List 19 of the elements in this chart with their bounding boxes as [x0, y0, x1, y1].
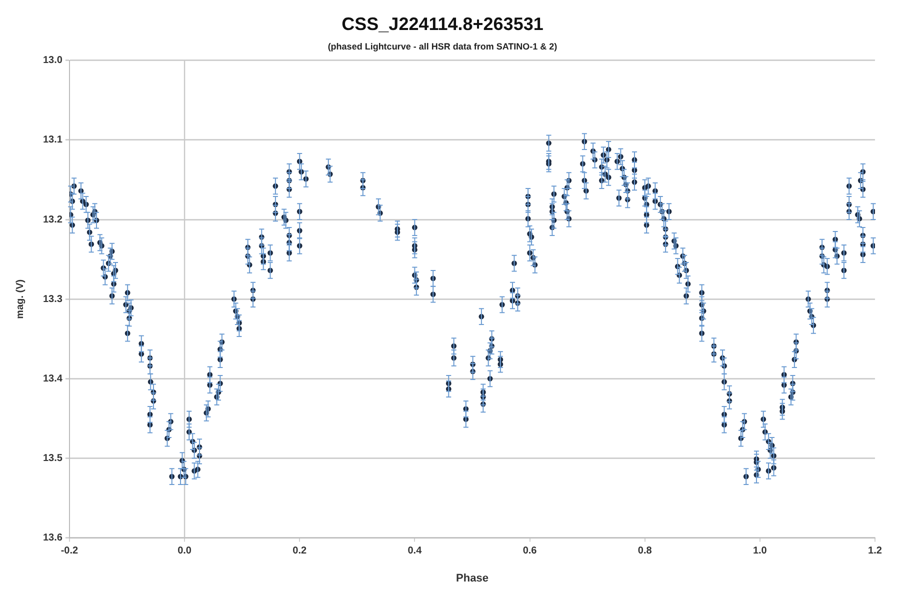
- x-tick-label: 0.2: [292, 546, 308, 557]
- x-tick-label: 0.6: [522, 546, 538, 557]
- y-tick-label: 13.1: [42, 134, 63, 146]
- x-axis-title: Phase: [456, 572, 488, 584]
- x-tick-label: 1.0: [752, 546, 768, 557]
- x-tick-label: 0.0: [178, 546, 192, 557]
- x-tick-label: 0.8: [638, 546, 652, 557]
- x-tick-label: 1.2: [868, 546, 882, 557]
- y-tick-label: 13.0: [42, 55, 63, 66]
- y-tick-label: 13.4: [42, 373, 63, 384]
- chart-subtitle: (phased Lightcurve - all HSR data from SATINO-1 & 2): [328, 41, 558, 52]
- y-axis-title: mag. (V): [14, 279, 26, 319]
- y-tick-label: 13.6: [42, 532, 63, 544]
- y-tick-label: 13.5: [42, 452, 63, 464]
- chart-title: CSS_J224114.8+263531: [342, 14, 544, 34]
- x-tick-label: -0.2: [60, 546, 79, 557]
- y-tick-label: 13.2: [42, 214, 63, 226]
- x-tick-label: 0.4: [408, 546, 422, 557]
- y-tick-label: 13.3: [42, 294, 63, 305]
